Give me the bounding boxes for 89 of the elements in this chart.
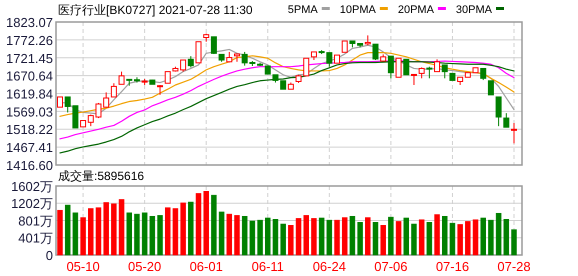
bar (280, 224, 286, 256)
bar (465, 221, 471, 256)
bar (418, 219, 424, 256)
y-tick-label: 401万 (18, 230, 53, 246)
bar (457, 224, 463, 256)
bar (511, 229, 517, 256)
y-tick-label: 1202万 (11, 196, 53, 212)
bar (111, 203, 117, 256)
bar (88, 208, 94, 256)
y-tick-label: 1823.07 (6, 15, 53, 30)
bar (211, 194, 217, 256)
bar (388, 216, 394, 256)
bar (196, 193, 202, 256)
chart-title: 医疗行业[BK0727] 2021-07-28 11:30 (58, 3, 253, 17)
bar (72, 212, 78, 256)
bar (342, 217, 348, 256)
bar (164, 207, 170, 256)
bar (380, 225, 386, 256)
bar (103, 202, 109, 256)
bar (142, 212, 148, 256)
y-tick-label: 1467.41 (6, 140, 53, 156)
bar (96, 207, 102, 256)
bar (496, 212, 502, 256)
y-tick-label: 1772.26 (6, 32, 53, 48)
bar (318, 218, 324, 256)
y-tick-label: 1721.45 (6, 50, 53, 66)
bar (226, 214, 232, 256)
bar (311, 218, 317, 256)
bar (134, 214, 140, 256)
bar (365, 217, 371, 256)
x-tick-label: 06-11 (252, 259, 284, 274)
x-tick-label: 06-01 (190, 259, 223, 274)
bar (404, 218, 410, 256)
bar (296, 218, 302, 256)
bar (188, 202, 194, 256)
bar (288, 225, 294, 256)
bar (265, 218, 271, 256)
bar (357, 222, 363, 256)
legend-label: 20PMA (398, 4, 435, 16)
legend-label: 10PMA (340, 4, 376, 16)
y-tick-label: 0 (46, 248, 53, 263)
x-tick-label: 05-20 (128, 259, 162, 274)
x-tick-label: 06-24 (312, 259, 346, 274)
bar (411, 224, 417, 256)
y-tick-label: 1670.64 (6, 68, 53, 84)
bar (218, 212, 224, 256)
bar (203, 191, 209, 256)
bar (157, 215, 163, 256)
bar (150, 216, 156, 256)
bar (234, 215, 240, 256)
y-tick-label: 1569.03 (6, 104, 53, 120)
y-tick-label: 1602万 (11, 179, 53, 194)
bar (326, 220, 332, 256)
bar (372, 222, 378, 256)
bar (504, 219, 510, 256)
bar (64, 204, 70, 256)
y-tick-label: 1416.60 (6, 158, 53, 173)
bar (242, 216, 248, 256)
legend-label: 5PMA (288, 4, 318, 16)
bar (118, 199, 124, 256)
bar (450, 222, 456, 256)
bar (488, 220, 494, 256)
chart-title: 成交量:5895616 (58, 169, 144, 183)
bar (434, 214, 440, 256)
bar (257, 220, 263, 256)
bar (250, 220, 256, 256)
candlestick (511, 122, 517, 144)
bar (334, 220, 340, 256)
bar (480, 218, 486, 256)
bar (180, 202, 186, 256)
bar (472, 219, 478, 256)
bar (303, 215, 309, 256)
bar (350, 216, 356, 256)
y-tick-label: 801万 (18, 214, 53, 228)
bar (426, 222, 432, 256)
bar (172, 208, 178, 256)
bar (396, 221, 402, 256)
bar (80, 217, 86, 256)
x-tick-label: 05-10 (66, 259, 100, 274)
bar (57, 210, 63, 256)
x-tick-label: 07-06 (374, 259, 408, 274)
bar (126, 212, 132, 256)
x-tick-label: 07-16 (436, 259, 470, 274)
y-tick-label: 1619.84 (6, 86, 53, 102)
x-tick-label: 07-28 (497, 259, 531, 274)
bar (272, 219, 278, 256)
y-tick-label: 1518.22 (6, 122, 53, 138)
bar (442, 216, 448, 256)
legend-label: 30PMA (456, 4, 493, 16)
